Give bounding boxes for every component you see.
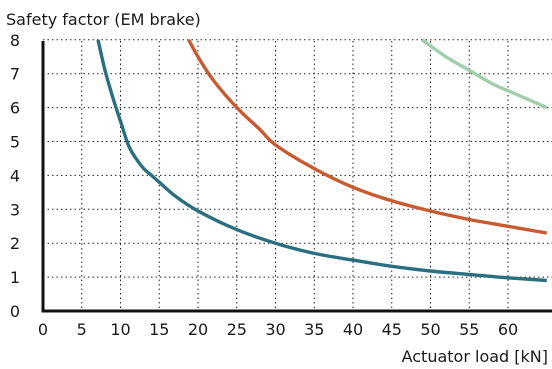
x-axis-title: Actuator load [kN] [402, 347, 548, 366]
x-tick-label: 45 [382, 320, 402, 339]
y-tick-label: 4 [10, 166, 20, 185]
x-tick-label: 5 [77, 320, 87, 339]
x-tick-label: 10 [110, 320, 130, 339]
series-line-3 [421, 38, 548, 110]
y-tick-label: 5 [10, 133, 20, 152]
x-tick-label: 55 [459, 320, 479, 339]
y-tick-label: 0 [10, 302, 20, 321]
y-tick-labels: 0 1 2 3 4 5 6 7 8 [10, 31, 20, 321]
x-tick-label: 50 [420, 320, 440, 339]
y-tick-label: 7 [10, 65, 20, 84]
grid [43, 39, 552, 311]
y-tick-label: 6 [10, 99, 20, 118]
x-tick-label: 60 [498, 320, 518, 339]
x-tick-label: 0 [38, 320, 48, 339]
y-axis-title: Safety factor (EM brake) [6, 10, 201, 29]
y-tick-label: 3 [10, 200, 20, 219]
x-tick-labels: 0 5 10 15 20 25 30 35 40 45 50 55 60 [38, 320, 518, 339]
series-line-1 [96, 39, 547, 283]
x-tick-label: 25 [227, 320, 247, 339]
x-tick-label: 35 [304, 320, 324, 339]
series-group [96, 38, 548, 283]
x-tick-label: 20 [188, 320, 208, 339]
series-line-2 [187, 38, 548, 235]
y-tick-label: 2 [10, 234, 20, 253]
y-tick-label: 1 [10, 268, 20, 287]
x-tick-label: 15 [149, 320, 169, 339]
y-tick-label: 8 [10, 31, 20, 50]
x-tick-label: 40 [343, 320, 363, 339]
x-tick-label: 30 [265, 320, 285, 339]
